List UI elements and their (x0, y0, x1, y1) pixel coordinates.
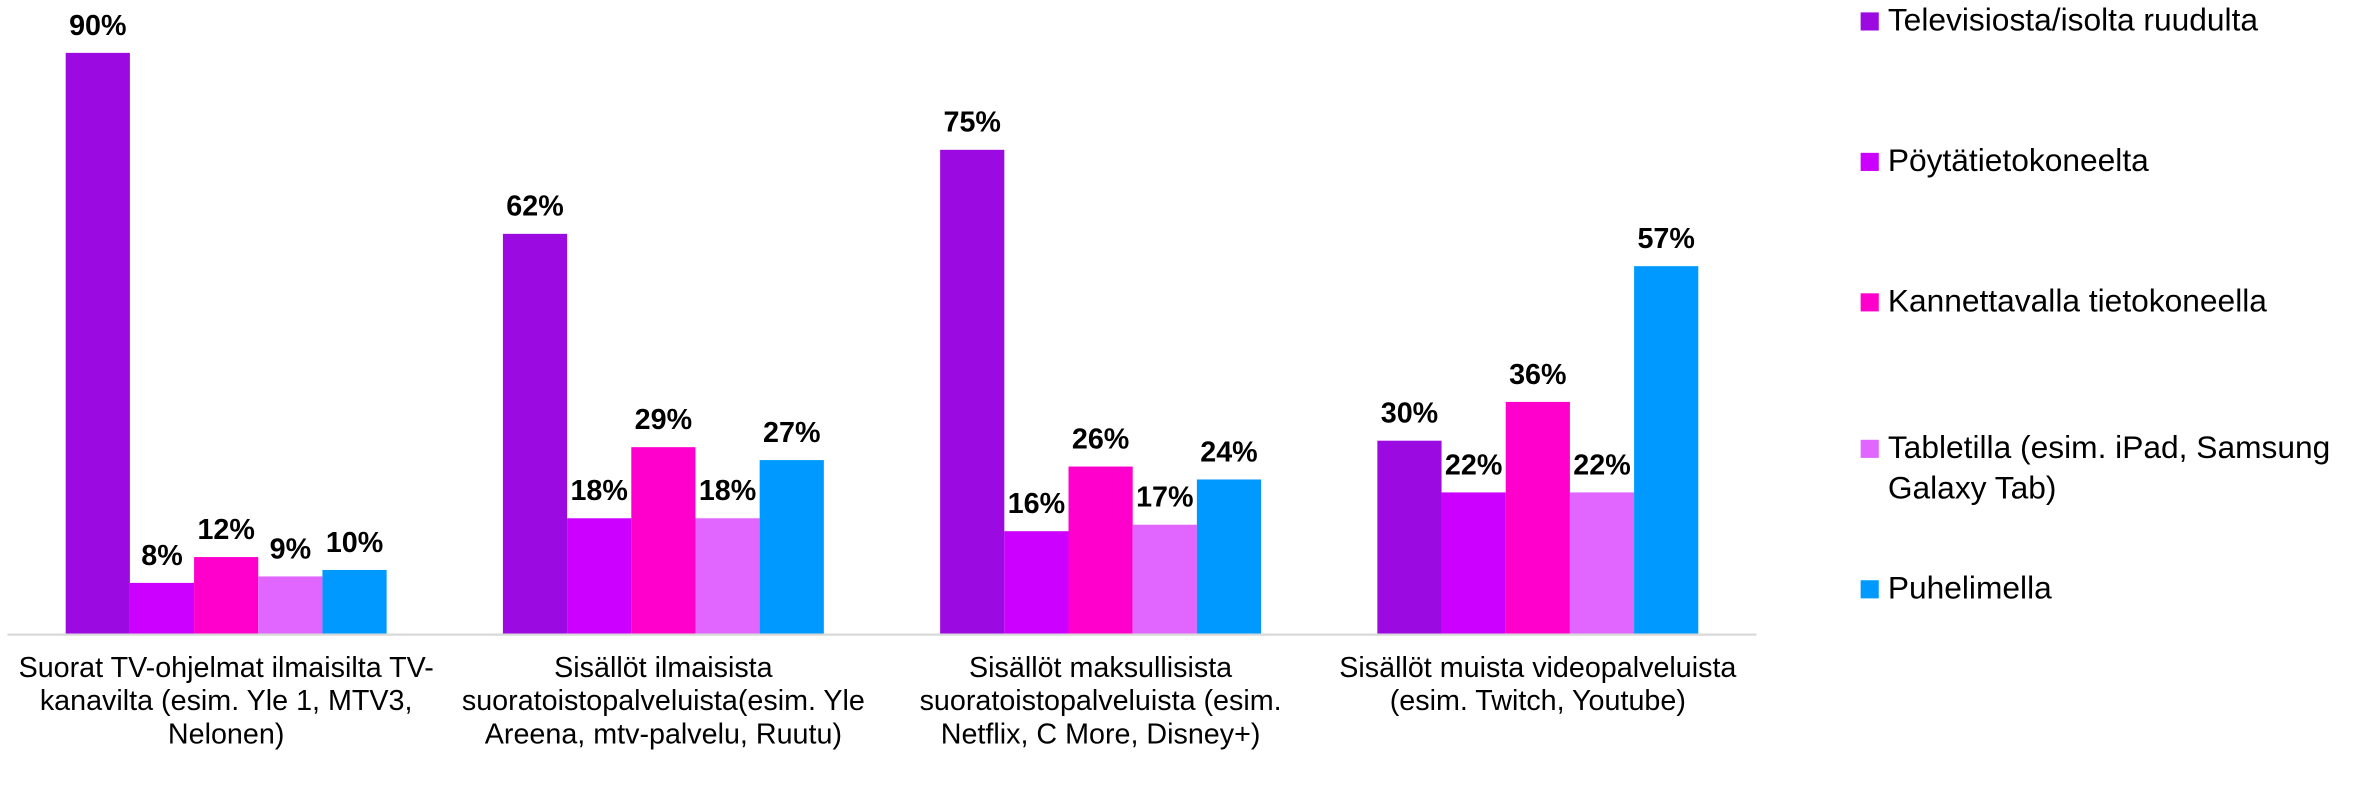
legend-label-box: Pöytätietokoneelta (1887, 143, 2149, 179)
bar (65, 52, 130, 635)
data-label: 16% (1008, 488, 1065, 520)
bar (194, 557, 259, 635)
data-label: 12% (197, 514, 254, 546)
bar (129, 582, 195, 635)
bar (940, 149, 1005, 635)
data-label: 30% (1381, 398, 1438, 430)
legend-label: Televisiosta/isolta ruudulta (1887, 3, 2259, 39)
data-label: 26% (1072, 423, 1129, 455)
legend-label: Tabletilla (esim. iPad, Samsung Galaxy T… (1887, 430, 2331, 507)
data-label: 9% (270, 533, 311, 565)
legend-label: Kannettavalla tietokoneella (1887, 284, 2267, 319)
data-label: 8% (141, 540, 182, 572)
data-label: 75% (944, 107, 1001, 139)
x-tick-label: Sisällöt ilmaisista suoratoistopalveluis… (461, 652, 865, 751)
data-label: 57% (1637, 223, 1694, 255)
bar (258, 576, 323, 635)
x-tick-label-box: Sisällöt maksullisista suoratoistopalvel… (919, 652, 1282, 751)
data-label: 90% (69, 10, 126, 42)
bar (502, 233, 568, 635)
bar (1634, 266, 1699, 635)
bar (1132, 524, 1197, 635)
bar (322, 569, 387, 635)
x-tick-label: Suorat TV-ohjelmat ilmaisilta TV-kanavil… (18, 652, 434, 751)
legend-label-box: Televisiosta/isolta ruudulta (1887, 3, 2259, 39)
legend-label: Pöytätietokoneelta (1887, 143, 2149, 179)
x-tick-label-box: Sisällöt ilmaisista suoratoistopalveluis… (461, 652, 865, 751)
data-label: 29% (635, 404, 692, 436)
data-label: 24% (1200, 436, 1257, 468)
legend-swatch (1860, 293, 1879, 312)
data-label: 17% (1136, 482, 1193, 514)
bar (759, 460, 824, 635)
bar (1004, 531, 1069, 635)
data-label: 18% (699, 475, 756, 507)
bar (1068, 466, 1133, 635)
bar (567, 518, 632, 635)
data-label: 22% (1445, 449, 1502, 481)
data-label: 18% (570, 475, 627, 507)
x-tick-label-box: Suorat TV-ohjelmat ilmaisilta TV-kanavil… (18, 652, 434, 751)
data-label: 10% (326, 527, 383, 559)
legend-swatch (1860, 580, 1879, 599)
bar (1377, 440, 1442, 635)
data-label: 22% (1573, 449, 1630, 481)
legend-swatch (1860, 152, 1879, 171)
bar (1505, 401, 1570, 635)
bar (1196, 479, 1262, 635)
bar (631, 447, 696, 635)
legend-swatch (1860, 12, 1879, 31)
bar (695, 518, 760, 635)
x-tick-label: Sisällöt muista videopalveluista (esim. … (1339, 652, 1737, 718)
legend-label-box: Kannettavalla tietokoneella (1887, 284, 2267, 319)
data-label: 27% (763, 417, 820, 449)
legend-swatch (1860, 439, 1879, 458)
x-tick-label: Sisällöt maksullisista suoratoistopalvel… (919, 652, 1282, 751)
x-tick-label-box: Sisällöt muista videopalveluista (esim. … (1339, 652, 1737, 718)
data-label: 36% (1509, 359, 1566, 391)
legend-label-box: Puhelimella (1887, 571, 2052, 606)
bar (1441, 492, 1506, 635)
bar (1569, 492, 1635, 635)
legend-label-box: Tabletilla (esim. iPad, Samsung Galaxy T… (1887, 430, 2331, 507)
legend-label: Puhelimella (1887, 571, 2052, 606)
data-label: 62% (506, 191, 563, 223)
